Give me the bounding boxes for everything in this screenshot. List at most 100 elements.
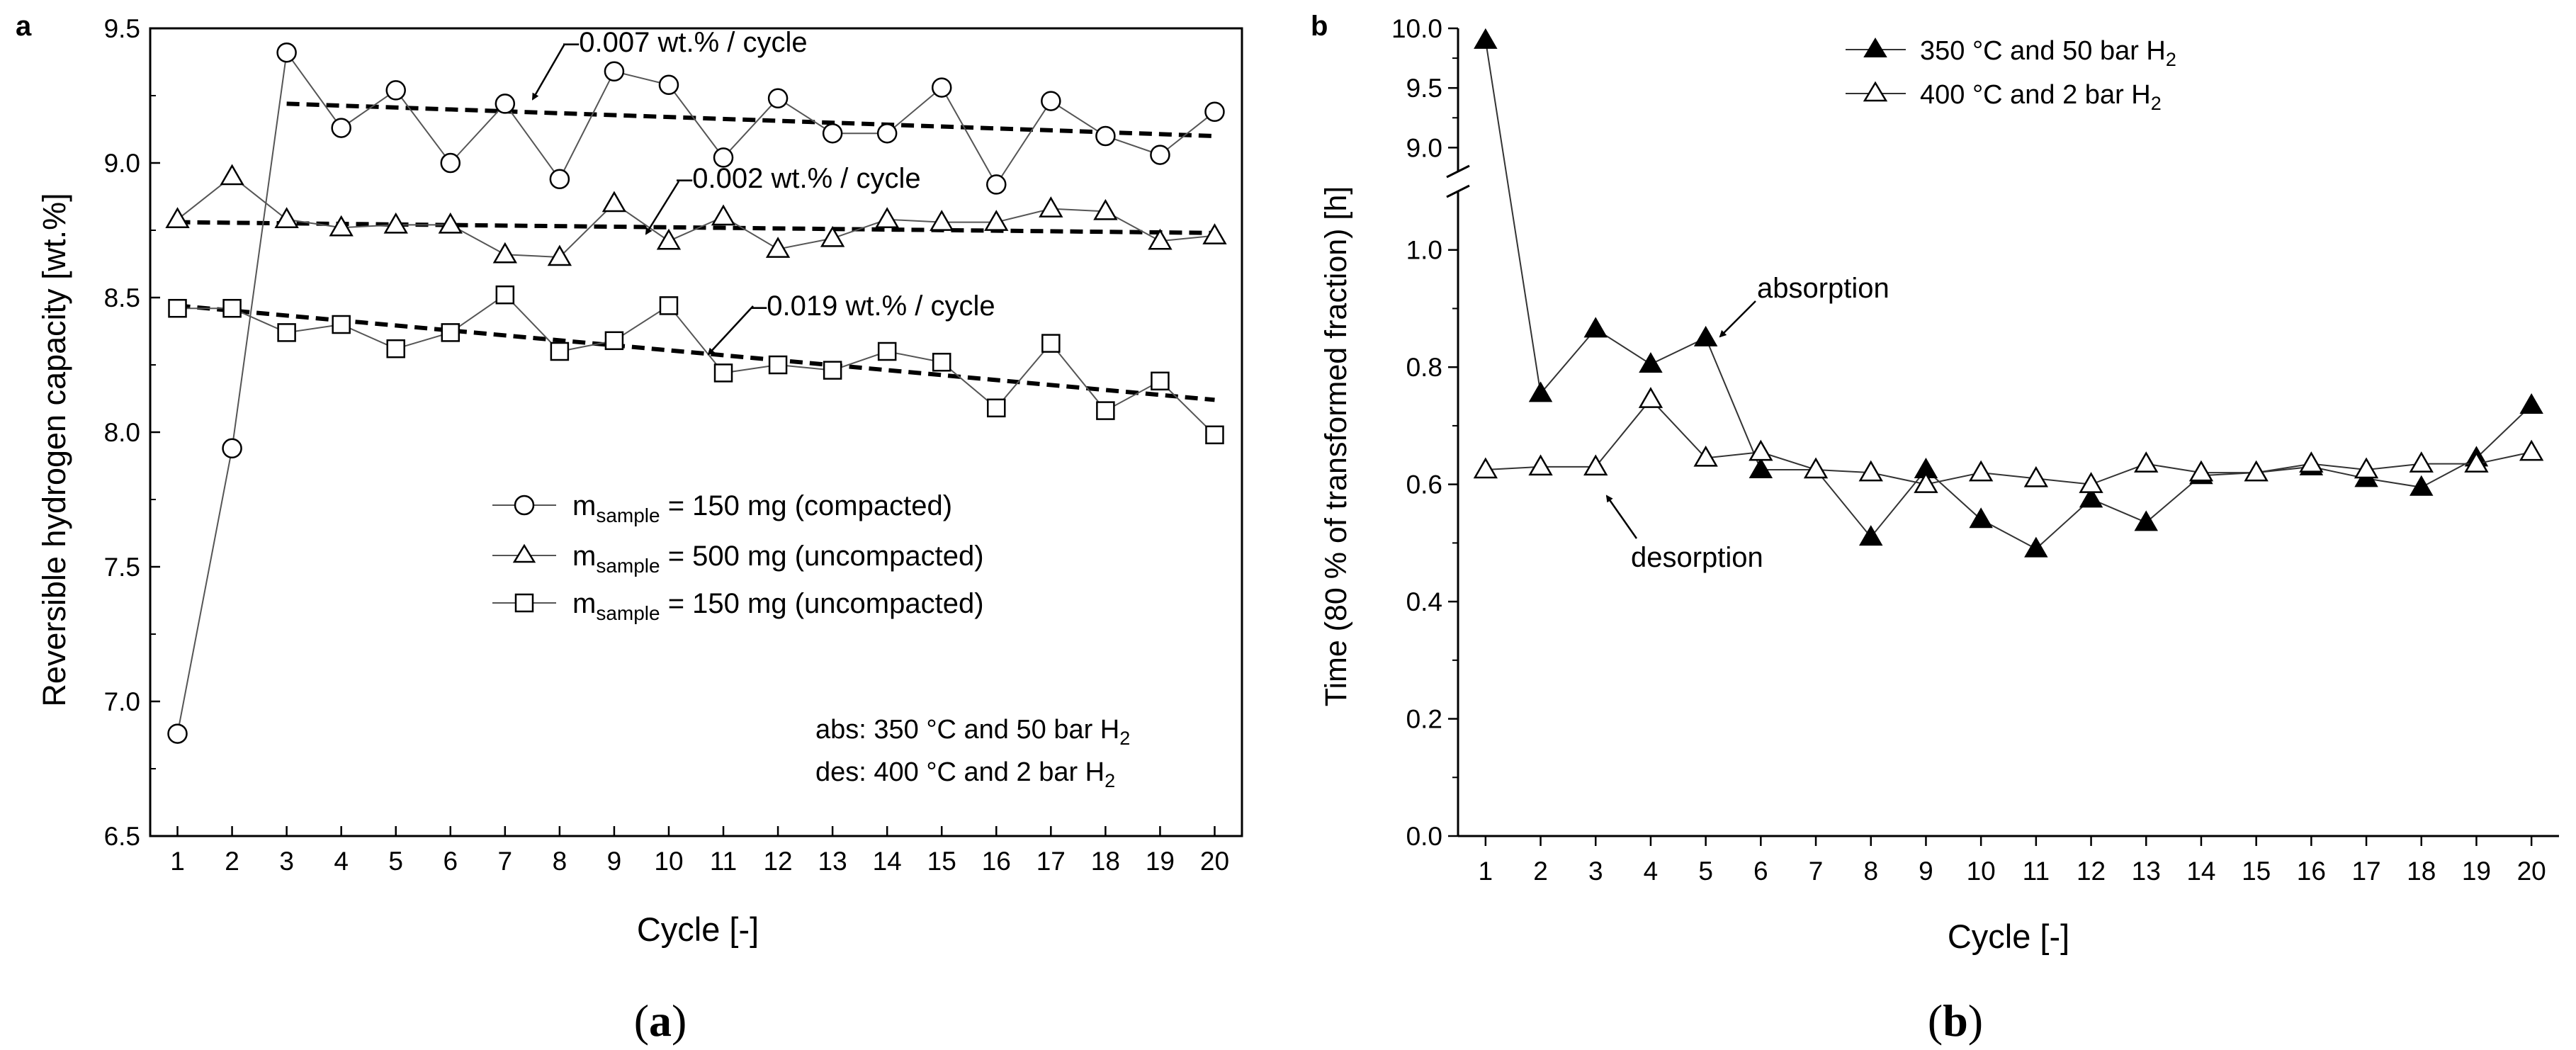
b-y-tick-label-5: 1.0	[1406, 236, 1442, 265]
absorption-annotation: absorption	[1719, 273, 1889, 338]
a-point-square-16	[987, 398, 1006, 418]
a-point-square-18	[1096, 401, 1115, 420]
a-point-triangle-4	[329, 215, 354, 237]
desorption-annotation: desorption	[1605, 495, 1763, 573]
a-x-tick-label-10: 10	[654, 847, 683, 876]
a-x-tick-label-17: 17	[1036, 847, 1066, 876]
panel-a-series	[165, 42, 1227, 744]
b-axis-break-mark-lower	[1446, 184, 1470, 198]
a-y-tick-label-6: 9.5	[104, 14, 140, 43]
b-point-open-triangle-2	[1528, 454, 1553, 476]
a-point-triangle-15	[930, 210, 954, 231]
a-point-square-7	[495, 285, 515, 305]
panel-b-x-axis-title: Cycle [-]	[1948, 918, 2069, 955]
legend-marker-350C	[1863, 38, 1887, 57]
a-point-circle-14	[876, 123, 898, 144]
a-x-tick-label-7: 7	[498, 847, 513, 876]
a-x-tick-label-4: 4	[334, 847, 349, 876]
des-condition-text: des: 400 °C and 2 bar H	[815, 757, 1105, 787]
legend-marker-400C	[1863, 81, 1888, 102]
a-x-tick-label-2: 2	[225, 847, 239, 876]
panel-a-caption-close: )	[672, 995, 687, 1046]
panel-b: b Time (80 % of transformed fraction) [h…	[1311, 11, 2559, 1046]
a-point-square-1	[168, 298, 187, 318]
a-point-triangle-13	[820, 225, 845, 247]
a-x-tick-label-15: 15	[927, 847, 956, 876]
panel-a-plot-frame	[149, 27, 1243, 837]
legend-item-500mg: msample = 500 mg (uncompacted)	[492, 541, 984, 577]
a-y-tick-label-3: 8.0	[104, 418, 140, 447]
a-x-tick-label-9: 9	[607, 847, 622, 876]
a-point-square-17	[1041, 334, 1061, 353]
b-point-open-triangle-1	[1473, 457, 1498, 479]
b-y-tick-label-7: 9.5	[1406, 74, 1442, 103]
a-x-tick-label-12: 12	[763, 847, 792, 876]
a-point-circle-10	[658, 74, 679, 96]
b-x-tick-label-6: 6	[1753, 857, 1768, 886]
a-y-tick-label-0: 6.5	[104, 822, 140, 851]
b-x-tick-label-11: 11	[2023, 857, 2050, 886]
legend-rest-compacted: = 150 mg (compacted)	[660, 490, 952, 521]
a-series-line-triangle	[176, 175, 1215, 259]
b-point-filled-triangle-12	[2079, 487, 2103, 508]
panel-b-caption-close: )	[1968, 995, 1983, 1046]
a-point-circle-12	[767, 88, 789, 109]
a-point-circle-8	[549, 169, 570, 190]
panel-b-label: b	[1311, 11, 1328, 42]
b-y-tick-label-8: 10.0	[1391, 14, 1442, 43]
a-point-square-19	[1151, 371, 1170, 391]
legend-label-compacted: msample = 150 mg (compacted)	[572, 490, 952, 526]
legend-rest-uncompacted: = 150 mg (uncompacted)	[660, 588, 984, 619]
b-x-tick-label-8: 8	[1863, 857, 1878, 886]
legend-item-400C: 400 °C and 2 bar H2	[1846, 80, 2162, 114]
b-point-filled-triangle-13	[2134, 510, 2158, 531]
desorption-label: desorption	[1631, 542, 1763, 573]
a-point-circle-19	[1150, 145, 1170, 165]
absorption-arrow	[1719, 300, 1756, 338]
panel-b-plot-frame	[1446, 28, 2559, 837]
b-y-tick-label-1: 0.2	[1406, 705, 1442, 734]
panel-b-caption-open: (	[1928, 995, 1943, 1046]
a-point-square-6	[441, 323, 461, 342]
b-point-open-triangle-14	[2188, 460, 2214, 482]
trend-annotation-3-label: –0.019 wt.% / cycle	[751, 290, 995, 322]
a-point-triangle-11	[711, 204, 736, 226]
a-point-square-14	[877, 341, 897, 361]
legend-label-350C: 350 °C and 50 bar H2	[1920, 36, 2176, 70]
panel-a-label: a	[16, 11, 32, 42]
panel-a-ticks: 1 2 3 4 5 6 7 8 9 10 11 12 13 14 15 16 17 18 19 206.57.07.5…	[104, 14, 1229, 876]
b-x-tick-label-3: 3	[1588, 857, 1603, 886]
b-point-open-triangle-8	[1858, 460, 1883, 482]
a-x-tick-label-19: 19	[1146, 847, 1175, 876]
trend-annotation-3-arrow	[707, 305, 754, 356]
legend-m-compacted: m	[572, 490, 596, 521]
legend-marker-uncompacted	[514, 593, 534, 613]
legend-sub-compacted: sample	[596, 504, 660, 526]
a-point-triangle-9	[601, 191, 627, 213]
a-point-square-9	[604, 331, 624, 351]
b-point-open-triangle-18	[2409, 451, 2434, 473]
a-point-circle-18	[1095, 125, 1116, 147]
a-point-triangle-18	[1093, 198, 1118, 220]
a-point-circle-1	[167, 723, 188, 744]
b-point-open-triangle-7	[1803, 457, 1829, 479]
a-point-square-10	[659, 296, 679, 315]
a-point-circle-13	[822, 123, 843, 144]
b-point-open-triangle-19	[2464, 451, 2489, 473]
b-point-open-triangle-3	[1583, 454, 1608, 476]
a-trendline-2	[177, 220, 1215, 235]
panel-b-y-axis-title: Time (80 % of transformed fraction) [h]	[1319, 186, 1353, 706]
b-x-tick-label-15: 15	[2242, 857, 2271, 886]
a-point-circle-3	[276, 42, 297, 63]
b-y-tick-label-3: 0.6	[1406, 470, 1442, 499]
b-point-filled-triangle-2	[1528, 381, 1553, 402]
a-point-square-12	[768, 355, 788, 375]
a-point-circle-16	[986, 174, 1007, 195]
a-point-square-3	[277, 323, 296, 342]
a-point-triangle-17	[1039, 196, 1063, 218]
b-point-open-triangle-17	[2354, 457, 2379, 479]
a-point-triangle-16	[984, 210, 1009, 231]
legend-label-uncompacted: msample = 150 mg (uncompacted)	[572, 588, 984, 624]
a-point-square-8	[550, 341, 570, 361]
